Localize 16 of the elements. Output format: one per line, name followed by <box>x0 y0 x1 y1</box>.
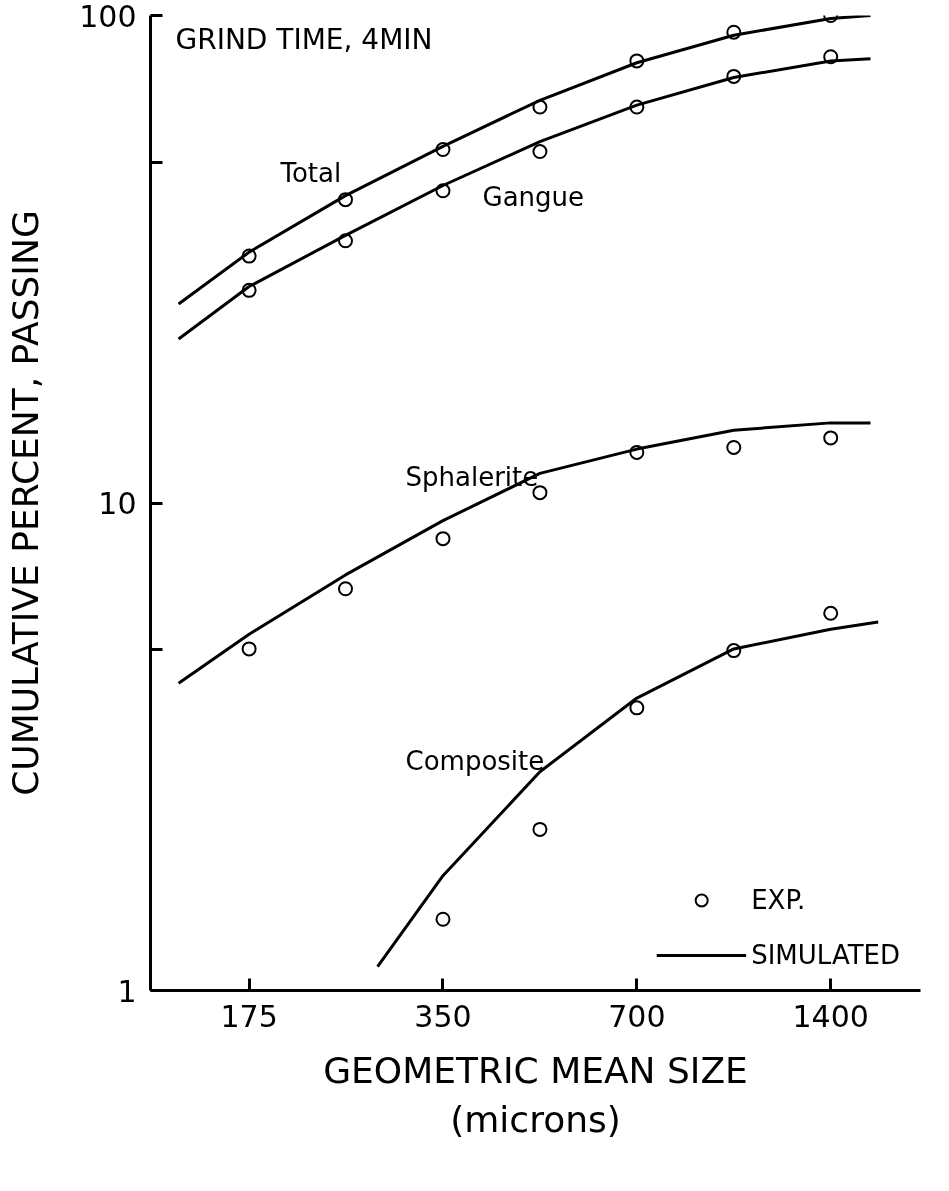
annotation: Composite <box>405 745 545 776</box>
legend-label: SIMULATED <box>751 940 900 970</box>
y-tick-label: 1 <box>117 973 137 1009</box>
x-tick-label: 700 <box>608 998 666 1034</box>
chart-title: GRIND TIME, 4MIN <box>175 22 433 56</box>
x-axis-title: GEOMETRIC MEAN SIZE (microns) <box>323 1049 748 1140</box>
legend-label: EXP. <box>751 885 806 915</box>
annotation: Sphalerite <box>405 461 539 492</box>
y-axis-title: CUMULATIVE PERCENT, PASSING <box>5 210 47 796</box>
y-tick-label: 100 <box>79 0 137 34</box>
x-tick-label: 1400 <box>792 998 869 1034</box>
y-tick-label: 10 <box>98 486 137 521</box>
x-tick-label: 175 <box>220 998 278 1034</box>
x-tick-label: 350 <box>414 998 472 1034</box>
annotation: Gangue <box>482 181 585 212</box>
annotation: Total <box>279 157 342 188</box>
